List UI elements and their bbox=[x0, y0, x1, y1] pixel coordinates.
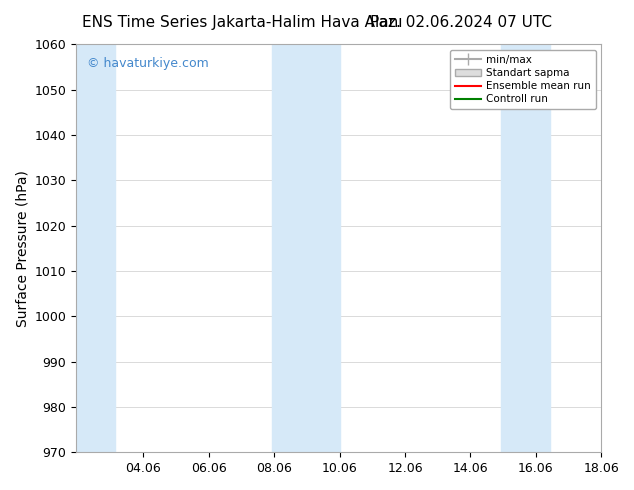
Text: ENS Time Series Jakarta-Halim Hava Alanı: ENS Time Series Jakarta-Halim Hava Alanı bbox=[82, 15, 403, 30]
Bar bbox=[272, 45, 340, 452]
Bar bbox=[76, 45, 115, 452]
Text: © havaturkiye.com: © havaturkiye.com bbox=[87, 57, 209, 70]
Text: Paz. 02.06.2024 07 UTC: Paz. 02.06.2024 07 UTC bbox=[370, 15, 552, 30]
Y-axis label: Surface Pressure (hPa): Surface Pressure (hPa) bbox=[15, 170, 29, 327]
Bar bbox=[501, 45, 550, 452]
Legend: min/max, Standart sapma, Ensemble mean run, Controll run: min/max, Standart sapma, Ensemble mean r… bbox=[450, 49, 596, 109]
